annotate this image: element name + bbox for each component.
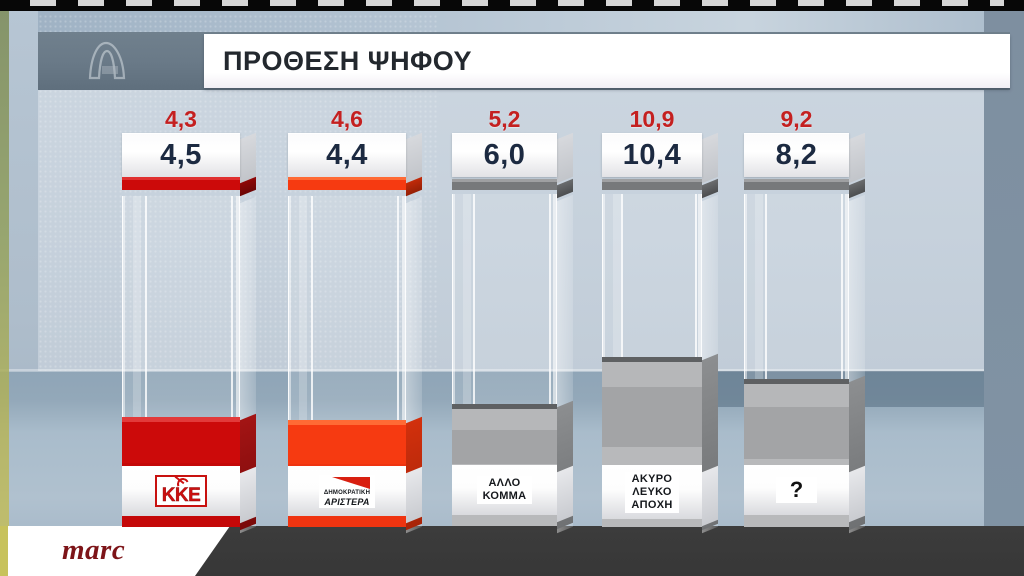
previous-value-unknown: 9,2 [780, 106, 813, 132]
value-kke: 4,5 [160, 139, 202, 171]
kke-logo: KKE [154, 475, 208, 507]
label-card-side-unknown [849, 465, 865, 523]
previous-value-kke: 4,3 [165, 106, 197, 132]
hammer-sickle-icon [173, 478, 189, 487]
value-plate-dimar: 4,4 [288, 133, 406, 177]
bar-column-akyro[interactable]: 10,9 10,4 ΑΚΥΡΟ ΛΕΥΚΟ ΑΠΟΧΗ [602, 0, 718, 576]
value-dimar: 4,4 [326, 139, 368, 171]
dimar-label-line-2: ΑΡΙΣΤΕΡΑ [324, 496, 370, 507]
bar-label-line-2: ΚΟΜΜΑ [482, 490, 527, 502]
bar-label-line-2: ΛΕΥΚΟ [632, 485, 672, 498]
bar-column-unknown[interactable]: 9,2 8,2 ? [744, 0, 865, 576]
label-card-side-kke [240, 466, 256, 524]
label-card-akyro: ΑΚΥΡΟ ΛΕΥΚΟ ΑΠΟΧΗ [602, 465, 702, 519]
previous-value-akyro: 10,9 [629, 106, 675, 132]
label-card-kke: KKE [122, 466, 240, 516]
background-left-strip [0, 11, 9, 576]
value-plate-side-kke [240, 132, 256, 184]
cap-allo-komma [452, 179, 557, 190]
value-plate-side-unknown [849, 132, 865, 184]
dimar-label-line-1: ΔΗΜΟΚΡΑΤΙΚΗ [323, 489, 371, 496]
kke-label: KKE [161, 485, 201, 506]
bar-column-kke[interactable]: 4,3 4,5 KKE [122, 0, 256, 576]
value-unknown: 8,2 [775, 139, 818, 171]
marc-logo: marc [62, 534, 126, 566]
value-plate-side-allo-komma [557, 132, 573, 184]
footer-left-edge [0, 526, 8, 576]
value-allo-komma: 6,0 [483, 139, 526, 171]
value-plate-akyro: 10,4 [602, 133, 702, 177]
dimar-logo: ΔΗΜΟΚΡΑΤΙΚΗ ΑΡΙΣΤΕΡΑ [318, 474, 376, 508]
cap-kke [122, 177, 240, 190]
value-plate-allo-komma: 6,0 [452, 133, 557, 177]
bar-label-unknown: ? [775, 477, 818, 503]
bar-label-line-3: ΑΠΟΧΗ [631, 498, 673, 511]
cap-akyro [602, 179, 702, 190]
cap-dimar [288, 177, 406, 190]
label-card-side-allo-komma [557, 465, 573, 523]
background-right-edge [984, 11, 1024, 526]
value-plate-kke: 4,5 [122, 133, 240, 177]
label-card-dimar: ΔΗΜΟΚΡΑΤΙΚΗ ΑΡΙΣΤΕΡΑ [288, 466, 406, 516]
top-ticker-bar [0, 0, 1024, 11]
alpha-a-logo-icon [84, 40, 130, 82]
label-card-unknown: ? [744, 465, 849, 515]
value-plate-side-dimar [406, 132, 422, 184]
label-card-side-akyro [702, 465, 718, 527]
cap-unknown [744, 179, 849, 190]
bar-label-line-1: ΑΛΛΟ [488, 477, 521, 489]
bar-label-akyro: ΑΚΥΡΟ ΛΕΥΚΟ ΑΠΟΧΗ [625, 471, 679, 513]
label-card-side-dimar [406, 466, 422, 524]
footer-bar [180, 526, 1024, 576]
dimar-flag-icon [324, 476, 370, 490]
value-akyro: 10,4 [622, 139, 682, 171]
previous-value-allo-komma: 5,2 [488, 106, 521, 132]
value-plate-side-akyro [702, 132, 718, 184]
bar-column-dimar[interactable]: 4,6 4,4 ΔΗΜΟΚΡΑΤΙΚΗ ΑΡΙΣΤΕΡΑ [288, 0, 422, 576]
bar-label-allo-komma: ΑΛΛΟ ΚΟΜΜΑ [476, 476, 533, 504]
bar-label-line-1: ΑΚΥΡΟ [631, 472, 673, 485]
previous-value-dimar: 4,6 [331, 106, 363, 132]
page-title: ΠΡΟΘΕΣΗ ΨΗΦΟΥ [223, 45, 472, 76]
label-card-allo-komma: ΑΛΛΟ ΚΟΜΜΑ [452, 465, 557, 515]
footer-logo-panel [0, 526, 230, 576]
value-plate-unknown: 8,2 [744, 133, 849, 177]
title-box: ΠΡΟΘΕΣΗ ΨΗΦΟΥ [204, 34, 1010, 88]
bar-column-allo-komma[interactable]: 5,2 6,0 ΑΛΛΟ ΚΟΜΜΑ [452, 0, 573, 576]
